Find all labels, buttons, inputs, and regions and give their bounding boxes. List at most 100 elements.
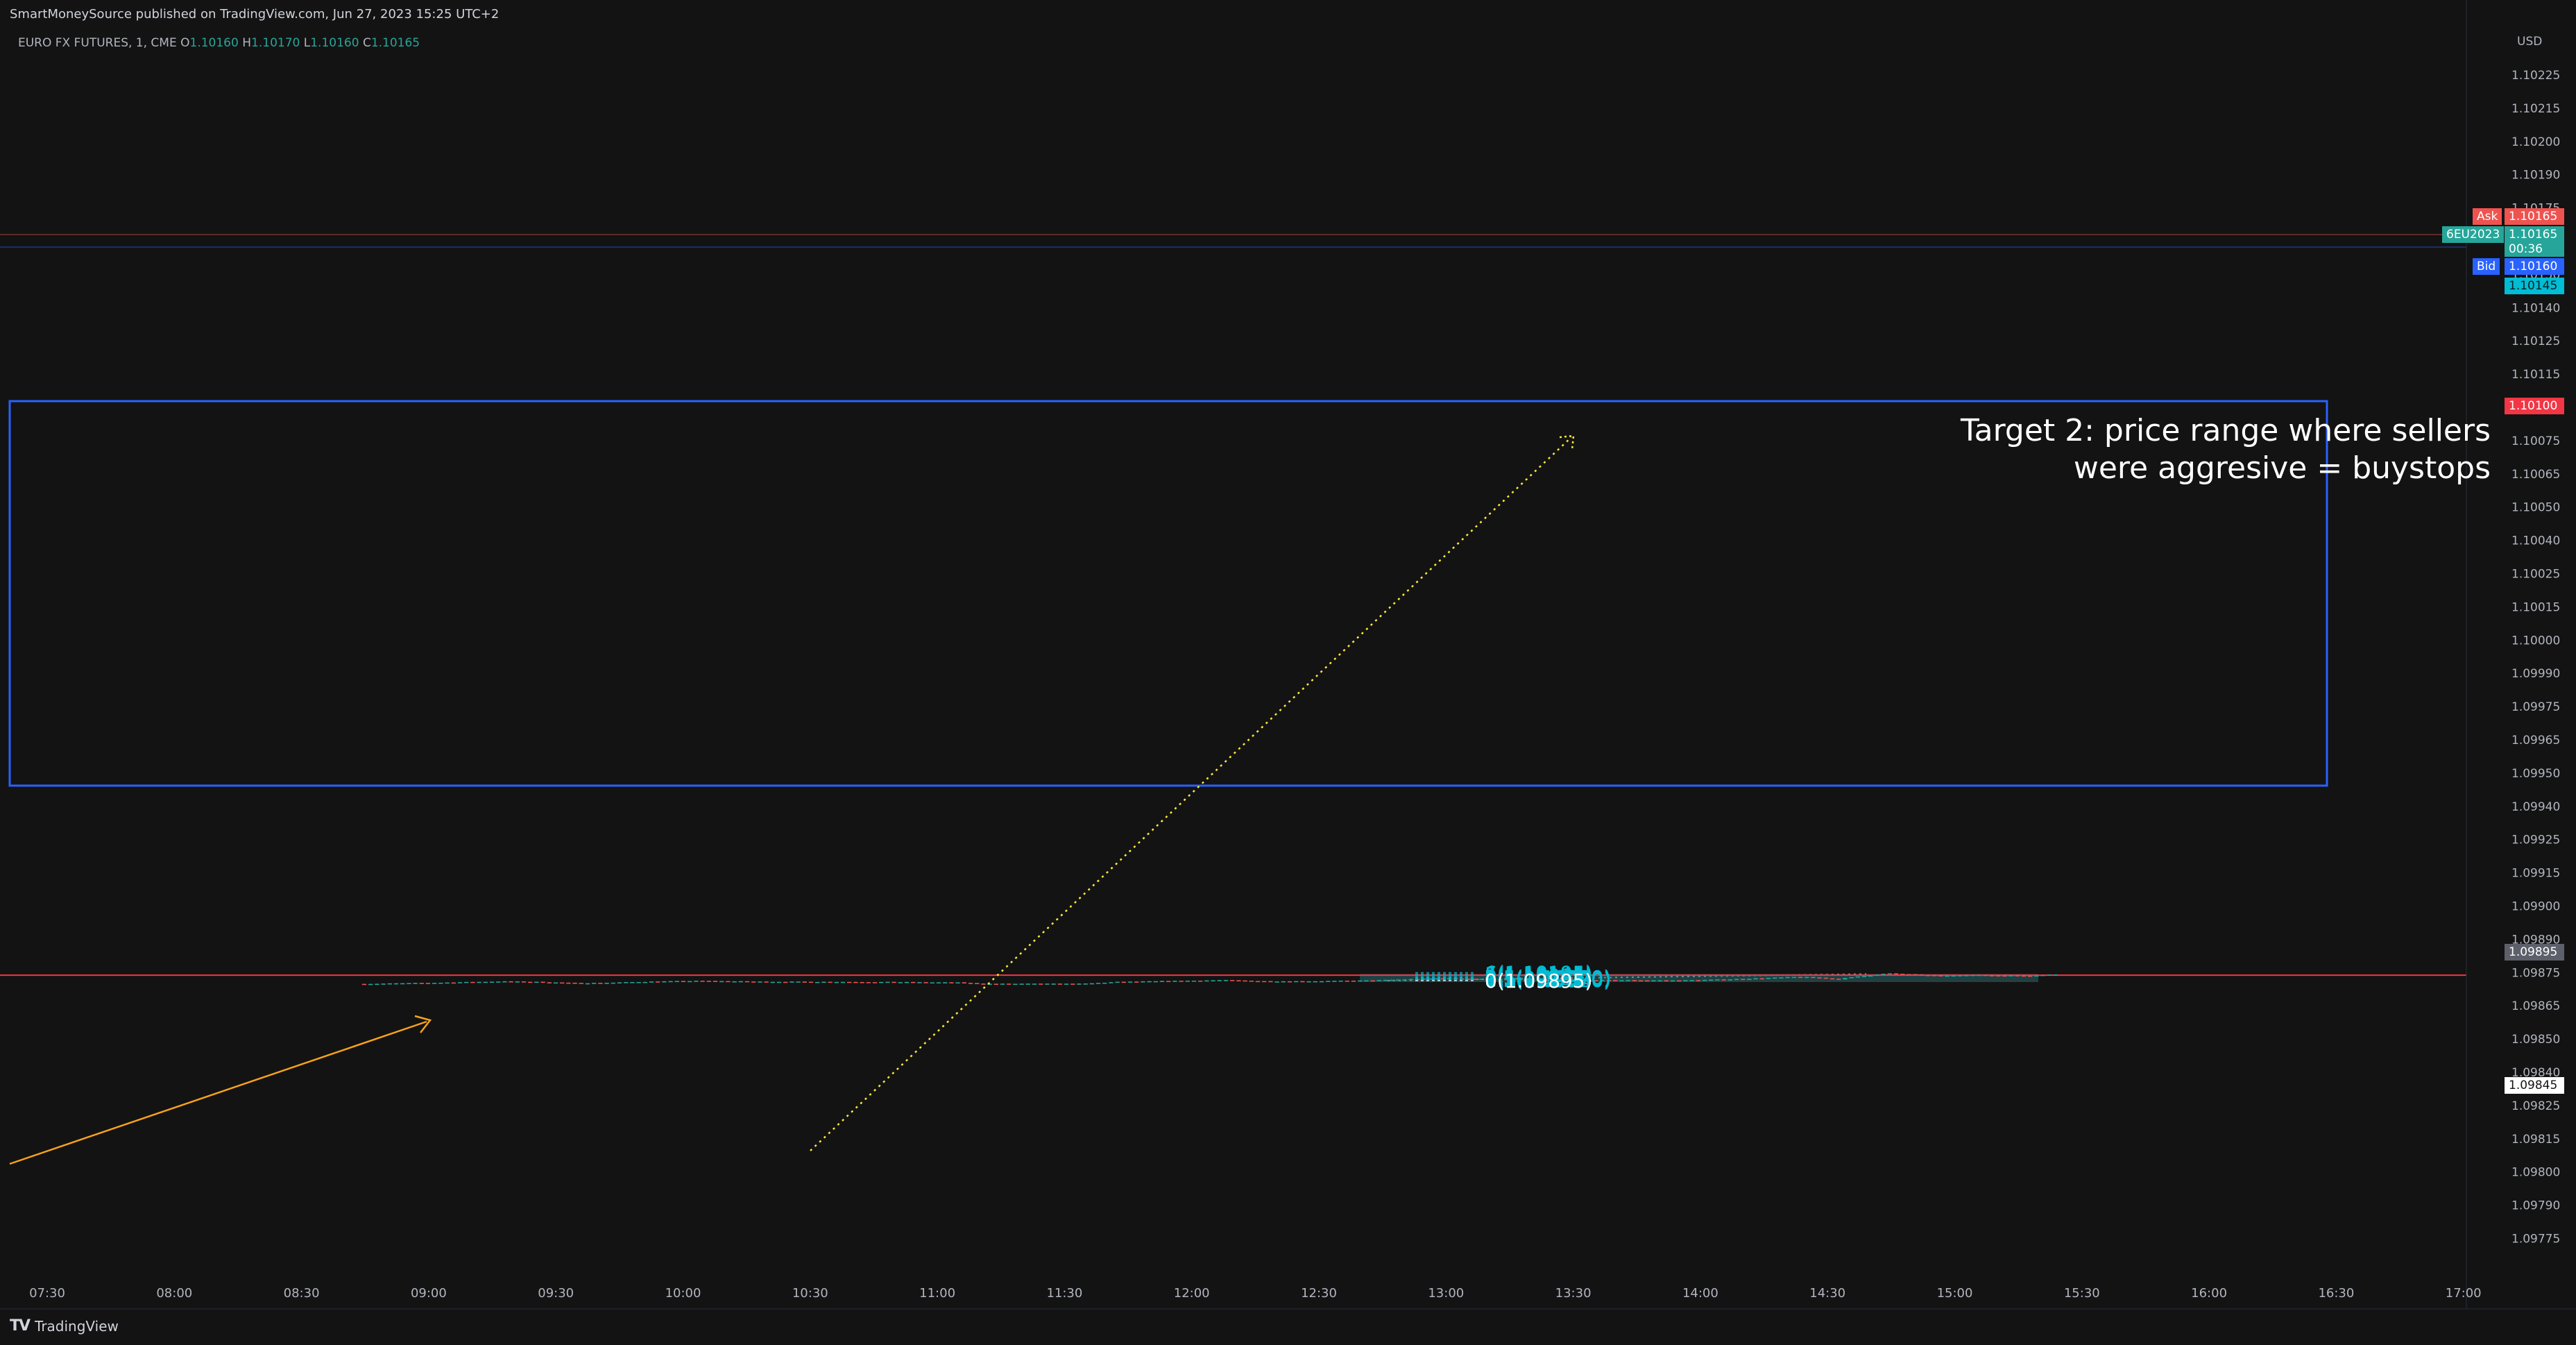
- candle: [579, 983, 583, 984]
- candle: [911, 981, 916, 983]
- candle: [1964, 974, 1969, 976]
- candle: [375, 983, 379, 986]
- candle-body: [381, 983, 386, 985]
- candle: [419, 983, 424, 984]
- time-tick-label: 11:30: [1046, 1286, 1082, 1301]
- time-tick-label: 12:00: [1174, 1286, 1210, 1301]
- candle: [1492, 979, 1496, 981]
- candle: [1823, 977, 1828, 979]
- time-tick-label: 08:30: [284, 1286, 320, 1301]
- candle: [1932, 975, 1937, 976]
- candle: [1172, 980, 1177, 982]
- candle-body: [1370, 980, 1375, 982]
- candle: [1089, 983, 1094, 985]
- candle-body: [1574, 980, 1580, 981]
- red-line-price-tag: 1.10100: [2505, 398, 2564, 414]
- time-tick-label: 09:30: [538, 1286, 574, 1301]
- candle-body: [917, 982, 922, 983]
- open-label: O: [180, 36, 190, 50]
- candle-body: [425, 983, 431, 984]
- candle-body: [885, 981, 890, 983]
- candle-body: [1536, 979, 1541, 981]
- candle: [917, 981, 922, 983]
- candle: [457, 982, 463, 983]
- price-tick-label: 1.09850: [2511, 1033, 2560, 1047]
- candle-body: [1594, 980, 1598, 981]
- time-tick-label: 09:00: [411, 1286, 447, 1301]
- candle: [1645, 980, 1650, 982]
- candle: [1243, 980, 1247, 982]
- candle: [962, 982, 966, 984]
- candle-body: [1791, 976, 1796, 979]
- candle-body: [1057, 983, 1062, 985]
- stop-zone: [1360, 981, 2038, 982]
- candle: [483, 981, 488, 983]
- target-annotation[interactable]: Target 2: price range where sellers were…: [1873, 412, 2491, 487]
- candle-body: [566, 982, 571, 984]
- candle-body: [1472, 979, 1477, 980]
- candle: [1498, 979, 1503, 981]
- candle-body: [1555, 979, 1560, 981]
- candle: [1510, 979, 1516, 981]
- symbol-legend[interactable]: EURO FX FUTURES, 1, CME O1.10160 H1.1017…: [18, 36, 420, 50]
- candle-body: [1326, 981, 1331, 982]
- candle-body: [1211, 980, 1216, 982]
- candle-body: [361, 983, 367, 986]
- candle-body: [1064, 983, 1069, 985]
- candle: [496, 981, 501, 983]
- candle: [1568, 979, 1573, 981]
- candle: [1274, 981, 1279, 983]
- candle: [1408, 979, 1413, 981]
- candle: [1345, 980, 1349, 982]
- candle: [1440, 978, 1445, 980]
- candle-body: [828, 981, 833, 983]
- candle: [1466, 979, 1471, 980]
- candle: [1230, 980, 1235, 981]
- candle: [1702, 979, 1707, 981]
- candle: [1696, 980, 1700, 981]
- stop-price-tag: 1.09845: [2505, 1077, 2564, 1094]
- candle: [840, 981, 846, 983]
- candle-body: [1172, 981, 1177, 982]
- candle-body: [1262, 981, 1267, 983]
- candle-body: [1051, 983, 1056, 985]
- candle: [649, 981, 654, 983]
- yellow-arrow-head-icon: [1559, 434, 1575, 450]
- candle: [1166, 981, 1171, 983]
- candle: [726, 981, 731, 983]
- symbol-name[interactable]: EURO FX FUTURES, 1, CME: [18, 36, 177, 50]
- candle-body: [393, 983, 399, 985]
- axis-currency[interactable]: USD: [2517, 35, 2543, 49]
- candle: [1351, 980, 1356, 982]
- high-value: 1.10170: [251, 36, 300, 50]
- candle-body: [1951, 975, 1956, 977]
- candle: [2021, 975, 2027, 977]
- candle-body: [1032, 983, 1037, 985]
- candle-body: [1255, 981, 1261, 983]
- candle: [1779, 977, 1784, 979]
- candle-body: [592, 983, 597, 984]
- candle-body: [1306, 981, 1311, 983]
- price-tick-label: 1.09840: [2511, 1066, 2560, 1080]
- candle-body: [1243, 980, 1247, 982]
- candle: [1970, 974, 1975, 976]
- candle: [1179, 981, 1184, 982]
- candle: [1319, 981, 1324, 983]
- candle-body: [617, 982, 622, 984]
- candle-body: [1071, 983, 1075, 985]
- candle: [617, 982, 622, 984]
- candle: [821, 981, 826, 983]
- candle-body: [509, 981, 513, 983]
- target-zone: [1360, 974, 2038, 981]
- candle-body: [1945, 975, 1950, 977]
- time-tick-label: 15:00: [1937, 1286, 1973, 1301]
- low-label: L: [303, 36, 311, 50]
- candle: [1019, 983, 1024, 985]
- price-tick-label: 1.09800: [2511, 1166, 2560, 1180]
- candle-body: [1524, 979, 1528, 981]
- candle-body: [911, 981, 916, 983]
- candle: [400, 983, 405, 985]
- tradingview-logo[interactable]: TV TradingView: [10, 1317, 119, 1335]
- candle: [624, 982, 629, 983]
